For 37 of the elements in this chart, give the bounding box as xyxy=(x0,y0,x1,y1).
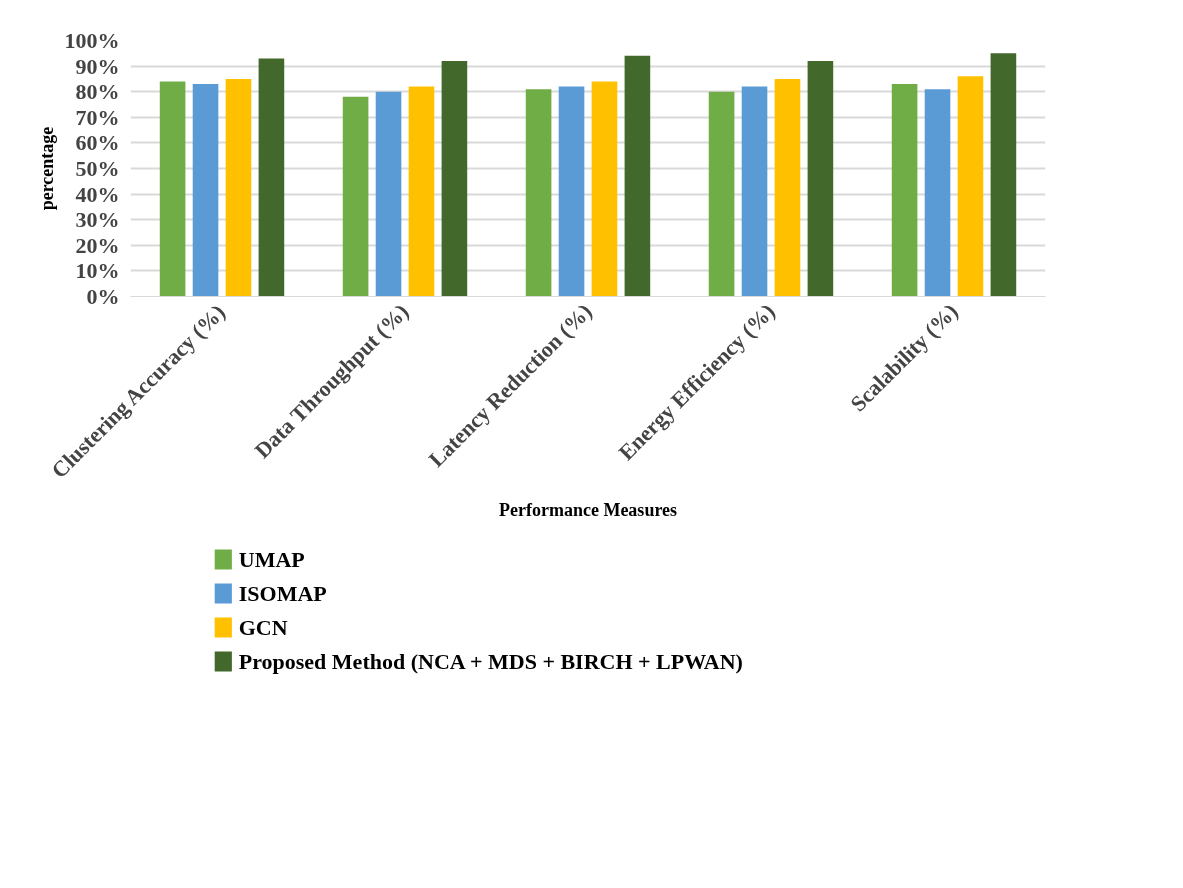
y-tick-label: 80% xyxy=(75,79,120,105)
y-tick-label: 0% xyxy=(86,284,120,309)
bar xyxy=(342,96,369,297)
bar xyxy=(807,60,834,297)
y-tick-label: 50% xyxy=(75,156,120,181)
bar xyxy=(591,81,618,297)
y-tick-label: 70% xyxy=(75,104,120,130)
y-tick-label: 30% xyxy=(75,207,120,233)
bar xyxy=(225,78,252,297)
bar xyxy=(258,58,285,297)
legend-label: Proposed Method (NCA + MDS + BIRCH + LPWAN) xyxy=(238,649,743,674)
bar xyxy=(891,84,918,297)
legend-label: ISOMAP xyxy=(238,581,327,606)
bar xyxy=(408,86,435,297)
y-axis-title: percentage xyxy=(36,126,57,211)
legend-label: GCN xyxy=(238,615,288,640)
x-axis-title: Performance Measures xyxy=(498,499,678,520)
bar xyxy=(558,86,585,297)
bar xyxy=(525,89,552,297)
bar xyxy=(924,89,951,297)
bar xyxy=(624,55,651,297)
bar xyxy=(774,78,801,297)
bar xyxy=(957,76,984,297)
bar xyxy=(708,91,735,297)
bar xyxy=(159,81,186,297)
y-tick-label: 10% xyxy=(75,258,120,284)
y-tick-label: 60% xyxy=(75,130,120,156)
bar xyxy=(741,86,768,297)
legend-label: UMAP xyxy=(238,547,305,572)
y-tick-label: 40% xyxy=(75,181,120,207)
y-tick-label: 20% xyxy=(75,232,120,258)
bar xyxy=(375,91,402,297)
bar xyxy=(192,84,219,297)
y-tick-label: 90% xyxy=(75,53,120,79)
bar xyxy=(441,60,468,297)
bar xyxy=(990,53,1017,297)
y-tick-label: 100% xyxy=(64,28,120,53)
